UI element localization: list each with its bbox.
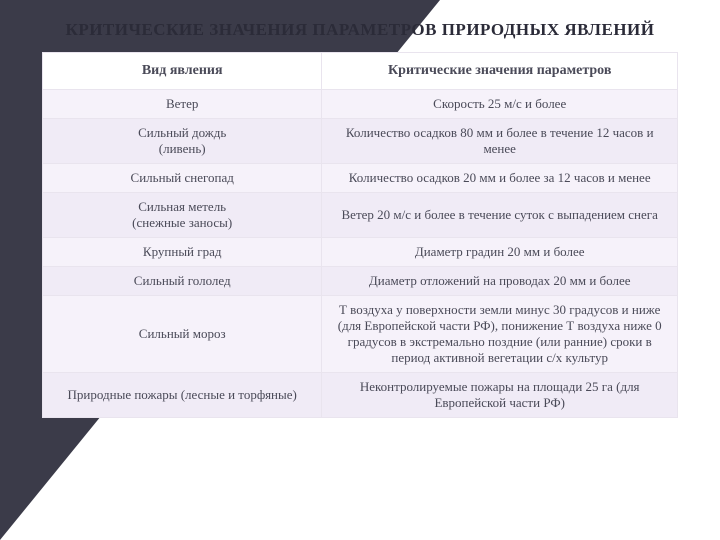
- table-cell: Неконтролируемые пожары на площади 25 га…: [322, 373, 678, 418]
- table-cell: Т воздуха у поверхности земли минус 30 г…: [322, 296, 678, 373]
- cell-line: Количество осадков 80 мм и более в течен…: [332, 125, 667, 157]
- cell-line: Неконтролируемые пожары на площади 25 га…: [332, 379, 667, 411]
- table-row: Сильная метель(снежные заносы) Ветер 20 м…: [43, 193, 678, 238]
- table-cell: Крупный град: [43, 238, 322, 267]
- cell-line: (снежные заносы): [53, 215, 311, 231]
- cell-line: Природные пожары (лесные и торфяные): [53, 387, 311, 403]
- cell-line: Сильный гололед: [53, 273, 311, 289]
- cell-line: Диаметр отложений на проводах 20 мм и бо…: [332, 273, 667, 289]
- table-cell: Количество осадков 80 мм и более в течен…: [322, 119, 678, 164]
- cell-line: Количество осадков 20 мм и более за 12 ч…: [332, 170, 667, 186]
- cell-line: Т воздуха у поверхности земли минус 30 г…: [332, 302, 667, 366]
- table-header: Вид явления Критические значения парамет…: [43, 53, 678, 90]
- cell-line: Ветер 20 м/с и более в течение суток с в…: [332, 207, 667, 223]
- table-cell: Сильный мороз: [43, 296, 322, 373]
- parameters-table: Вид явления Критические значения парамет…: [42, 52, 678, 418]
- slide: КРИТИЧЕСКИЕ ЗНАЧЕНИЯ ПАРАМЕТРОВ ПРИРОДНЫ…: [0, 0, 720, 540]
- table-row: Сильный снегопад Количество осадков 20 мм…: [43, 164, 678, 193]
- table-header-row: Вид явления Критические значения парамет…: [43, 53, 678, 90]
- table-cell: Сильная метель(снежные заносы): [43, 193, 322, 238]
- cell-line: Сильная метель: [53, 199, 311, 215]
- table-row: Сильный гололед Диаметр отложений на пров…: [43, 267, 678, 296]
- col-header-0: Вид явления: [43, 53, 322, 90]
- table-row: Крупный град Диаметр градин 20 мм и более: [43, 238, 678, 267]
- table-cell: Количество осадков 20 мм и более за 12 ч…: [322, 164, 678, 193]
- table-cell: Природные пожары (лесные и торфяные): [43, 373, 322, 418]
- table-cell: Сильный дождь(ливень): [43, 119, 322, 164]
- cell-line: Крупный град: [53, 244, 311, 260]
- table-row: Сильный мороз Т воздуха у поверхности зем…: [43, 296, 678, 373]
- table-row: Природные пожары (лесные и торфяные) Неко…: [43, 373, 678, 418]
- cell-line: Сильный дождь: [53, 125, 311, 141]
- table-cell: Сильный снегопад: [43, 164, 322, 193]
- cell-line: Скорость 25 м/с и более: [332, 96, 667, 112]
- col-header-1: Критические значения параметров: [322, 53, 678, 90]
- table-cell: Диаметр отложений на проводах 20 мм и бо…: [322, 267, 678, 296]
- table-body: Ветер Скорость 25 м/с и более Сильный дожд…: [43, 90, 678, 418]
- cell-line: Диаметр градин 20 мм и более: [332, 244, 667, 260]
- table-cell: Сильный гололед: [43, 267, 322, 296]
- table-container: Вид явления Критические значения парамет…: [42, 52, 678, 418]
- cell-line: Ветер: [53, 96, 311, 112]
- table-cell: Ветер: [43, 90, 322, 119]
- table-cell: Диаметр градин 20 мм и более: [322, 238, 678, 267]
- table-cell: Скорость 25 м/с и более: [322, 90, 678, 119]
- cell-line: Сильный мороз: [53, 326, 311, 342]
- slide-title: КРИТИЧЕСКИЕ ЗНАЧЕНИЯ ПАРАМЕТРОВ ПРИРОДНЫ…: [0, 20, 720, 40]
- table-row: Ветер Скорость 25 м/с и более: [43, 90, 678, 119]
- table-row: Сильный дождь(ливень) Количество осадков …: [43, 119, 678, 164]
- table-cell: Ветер 20 м/с и более в течение суток с в…: [322, 193, 678, 238]
- cell-line: (ливень): [53, 141, 311, 157]
- cell-line: Сильный снегопад: [53, 170, 311, 186]
